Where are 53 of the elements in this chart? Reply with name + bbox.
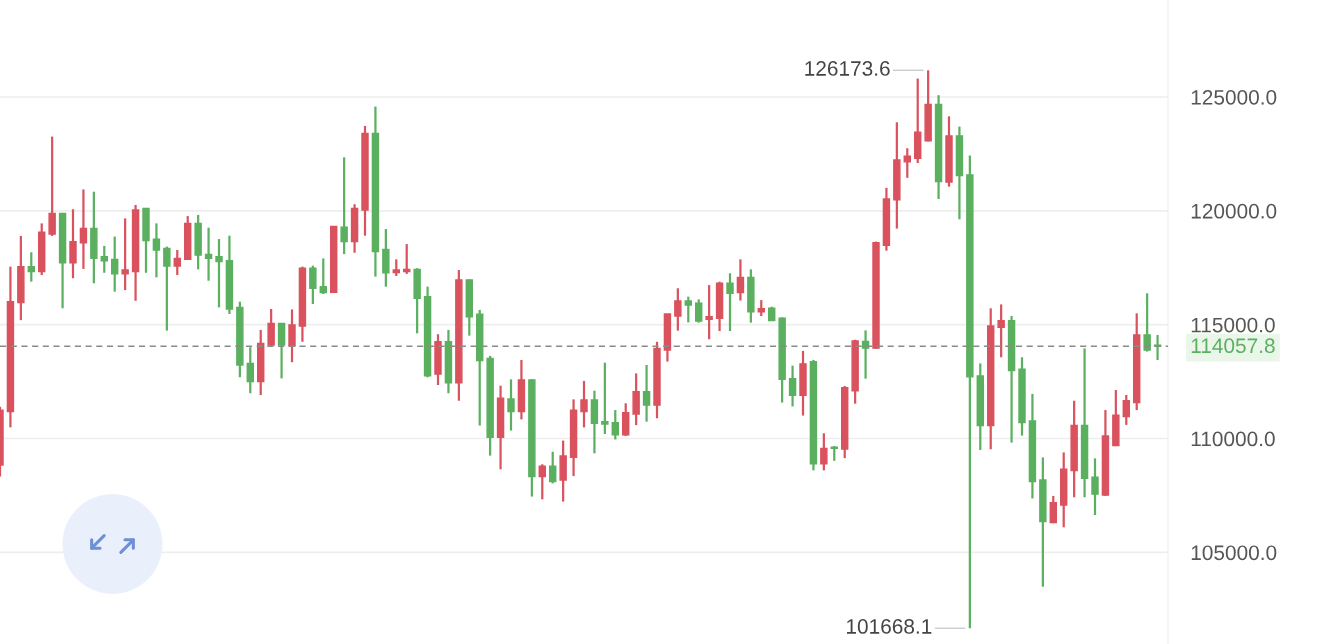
candlestick [48,135,56,237]
candlestick [694,298,703,324]
y-tick-label: 105000.0 [1191,545,1277,561]
candlestick [538,463,547,501]
candlestick [590,389,599,455]
candlestick [632,372,640,427]
candlestick [997,303,1005,359]
annotation: 126173.6 [805,61,890,76]
candlestick [110,235,119,293]
candlestick [382,227,390,288]
candlestick [621,402,630,438]
candlestick [173,248,182,277]
candlestick [903,147,912,179]
candlestick [288,308,296,364]
candlestick [705,283,713,341]
candlestick [204,226,213,282]
candlestick [267,307,275,348]
candlestick [726,272,734,333]
candlestick [559,439,567,503]
candlestick [163,245,171,332]
candlestick [152,222,161,279]
candlestick [548,450,557,485]
candlestick [580,379,588,429]
candlestick [611,408,620,441]
candlestick [642,363,651,423]
candlestick [674,287,682,332]
candlestick [27,251,36,283]
candlestick [1122,393,1131,426]
candlestick [246,346,255,395]
candlestick [601,361,609,436]
candlestick [684,295,693,324]
candlestick [340,156,348,256]
candlestick [507,378,515,432]
candlestick [1049,494,1058,525]
candlestick [1143,292,1151,353]
candlestick [121,217,129,292]
y-tick-label: 115000.0 [1191,317,1275,333]
candlestick [1091,457,1099,517]
ref-line-label: 114057.8 [1191,338,1275,354]
candlestick [319,257,328,296]
candlestick [215,237,223,309]
annotation: 101668.1 [847,619,932,634]
y-tick-label: 125000.0 [1191,90,1277,105]
candlestick [788,364,797,408]
candlestick [79,188,88,271]
y-tick-label: 120000.0 [1191,203,1277,219]
candlestick [309,264,317,306]
candlestick [820,432,828,472]
candlestick [69,208,77,280]
candlestick [100,244,109,274]
candlestick [736,258,745,302]
candlestick [277,322,286,380]
y-tick-label: 110000.0 [1191,431,1275,447]
